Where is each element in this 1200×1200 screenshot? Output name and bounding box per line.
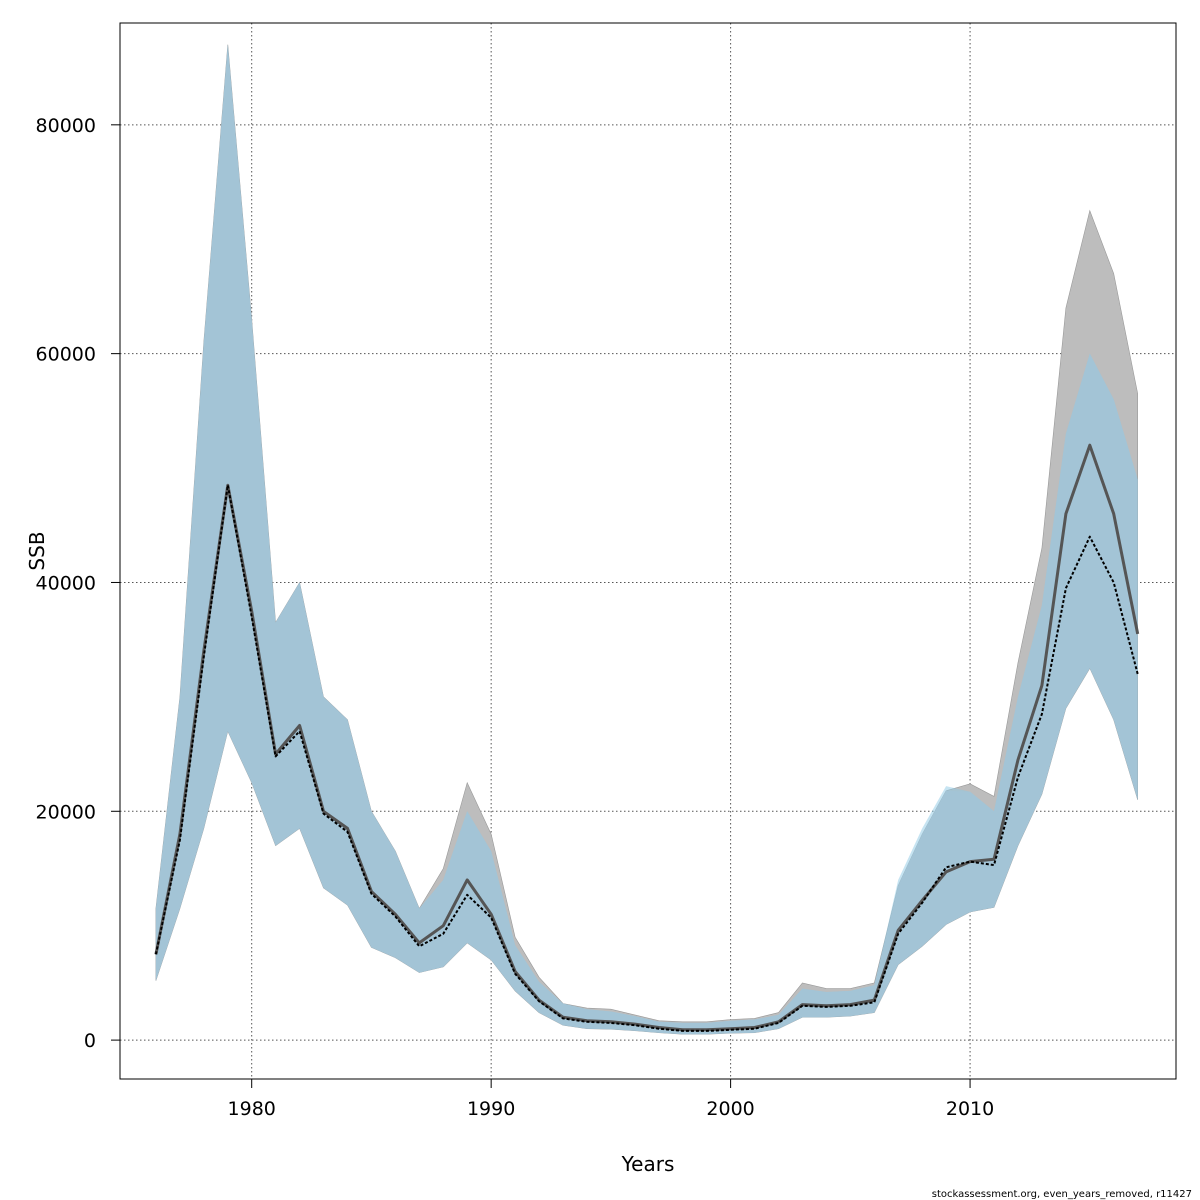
y-tick-label: 20000 [36, 801, 96, 823]
series-b-median-line [154, 484, 1139, 1032]
x-tick-label: 1980 [228, 1098, 276, 1120]
y-tick-label: 80000 [36, 115, 96, 137]
y-tick-label: 60000 [36, 344, 96, 366]
y-tick-label: 40000 [36, 572, 96, 594]
y-axis-title: SSB [25, 531, 49, 570]
x-axis-title: Years [621, 1152, 675, 1176]
grid-lines [120, 23, 1176, 1079]
footnote: stockassessment.org, even_years_removed,… [932, 1189, 1192, 1200]
plot-frame [119, 22, 1177, 1080]
confidence-bands [155, 44, 1138, 1035]
y-axis-ticks: 0 20000 40000 60000 80000 [36, 115, 120, 1052]
x-axis-ticks: 1980 1990 2000 2010 [228, 1079, 994, 1120]
x-tick-label: 2010 [946, 1098, 994, 1120]
band-overlap-region [155, 44, 1138, 1035]
series-lines [154, 443, 1140, 1032]
y-tick-label: 0 [84, 1030, 96, 1052]
x-tick-label: 2000 [706, 1098, 754, 1120]
series-a-median-line [154, 443, 1140, 1032]
x-tick-label: 1990 [467, 1098, 515, 1120]
